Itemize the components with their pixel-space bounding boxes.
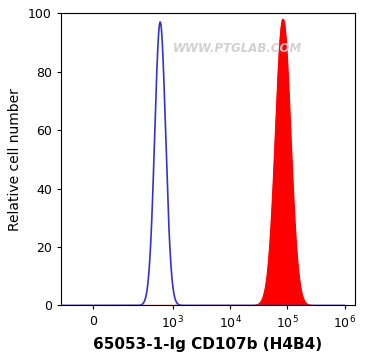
Text: WWW.PTGLAB.COM: WWW.PTGLAB.COM	[173, 42, 302, 55]
X-axis label: 65053-1-Ig CD107b (H4B4): 65053-1-Ig CD107b (H4B4)	[93, 337, 322, 352]
Y-axis label: Relative cell number: Relative cell number	[8, 88, 22, 231]
